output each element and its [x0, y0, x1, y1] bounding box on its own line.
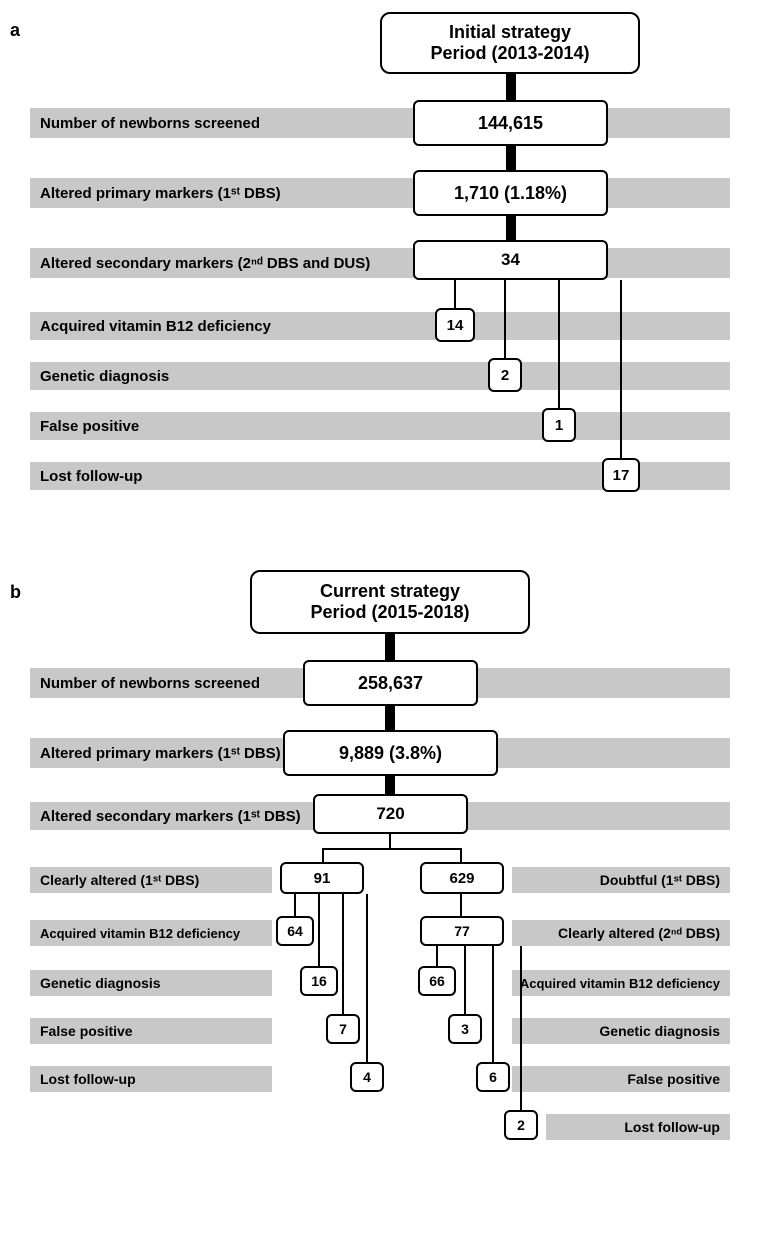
conn-b4l	[322, 848, 324, 862]
cr3	[492, 946, 494, 1064]
val-b-lost-r: 2	[504, 1110, 538, 1140]
cl4	[366, 894, 368, 1064]
conn-b2	[385, 706, 395, 732]
conn-a4c	[558, 280, 560, 410]
cl3	[342, 894, 344, 1016]
conn-a2	[506, 146, 516, 172]
band-a-screened: Number of newborns screened	[30, 108, 730, 138]
cr2	[464, 946, 466, 1016]
val-a-secondary: 34	[413, 240, 608, 280]
conn-a4d	[620, 280, 622, 460]
val-b-clearly-l: 91	[280, 862, 364, 894]
band-b-genetic-r: Genetic diagnosis	[512, 1018, 730, 1044]
val-b-b12-l: 64	[276, 916, 314, 946]
band-b-falsepos-l: False positive	[30, 1018, 272, 1044]
band-b-falsepos-r: False positive	[512, 1066, 730, 1092]
panel-a-title2: Period (2013-2014)	[430, 43, 589, 64]
band-a-primary: Altered primary markers (1ˢᵗ DBS)	[30, 178, 730, 208]
panel-b-label: b	[10, 582, 21, 603]
conn-b3	[385, 776, 395, 796]
val-a-primary: 1,710 (1.18%)	[413, 170, 608, 216]
val-a-genetic: 2	[488, 358, 522, 392]
band-a-falsepos: False positive	[30, 412, 730, 440]
val-a-lost: 17	[602, 458, 640, 492]
val-b-falsepos-r: 6	[476, 1062, 510, 1092]
panel-b: b Current strategy Period (2015-2018) Nu…	[0, 560, 760, 1242]
conn-a4b	[504, 280, 506, 360]
band-b-b12-l: Acquired vitamin B12 deficiency	[30, 920, 272, 946]
conn-a1	[506, 74, 516, 102]
cl2	[318, 894, 320, 968]
band-b-clearly2: Clearly altered (2ⁿᵈ DBS)	[512, 920, 730, 946]
conn-b4r	[460, 848, 462, 862]
band-b-genetic-l: Genetic diagnosis	[30, 970, 272, 996]
band-b-doubtful: Doubtful (1ˢᵗ DBS)	[512, 867, 730, 893]
val-b-screened: 258,637	[303, 660, 478, 706]
panel-b-title1: Current strategy	[320, 581, 460, 602]
panel-a: a Initial strategy Period (2013-2014) Nu…	[0, 0, 760, 600]
val-b-doubtful: 629	[420, 862, 504, 894]
val-b-falsepos-l: 7	[326, 1014, 360, 1044]
cr4	[520, 946, 522, 1112]
val-b-b12-r: 66	[418, 966, 456, 996]
conn-a4a	[454, 280, 456, 310]
val-b-clearly2: 77	[420, 916, 504, 946]
conn-b1	[385, 634, 395, 662]
val-b-genetic-l: 16	[300, 966, 338, 996]
band-b-lost-r: Lost follow-up	[546, 1114, 730, 1140]
band-b-b12-r: Acquired vitamin B12 deficiency	[512, 970, 730, 996]
val-b-genetic-r: 3	[448, 1014, 482, 1044]
val-a-screened: 144,615	[413, 100, 608, 146]
panel-b-title-box: Current strategy Period (2015-2018)	[250, 570, 530, 634]
cr1	[436, 946, 438, 968]
val-a-b12: 14	[435, 308, 475, 342]
band-b-clearly-l: Clearly altered (1ˢᵗ DBS)	[30, 867, 272, 893]
band-a-secondary: Altered secondary markers (2ⁿᵈ DBS and D…	[30, 248, 730, 278]
val-b-primary: 9,889 (3.8%)	[283, 730, 498, 776]
band-a-b12: Acquired vitamin B12 deficiency	[30, 312, 730, 340]
panel-a-title1: Initial strategy	[449, 22, 571, 43]
conn-b4v	[389, 834, 391, 848]
panel-a-title-box: Initial strategy Period (2013-2014)	[380, 12, 640, 74]
conn-b4h	[322, 848, 462, 850]
val-b-lost-l: 4	[350, 1062, 384, 1092]
conn-a3	[506, 216, 516, 242]
band-b-lost-l: Lost follow-up	[30, 1066, 272, 1092]
val-b-secondary: 720	[313, 794, 468, 834]
band-a-genetic: Genetic diagnosis	[30, 362, 730, 390]
cr0	[460, 894, 462, 916]
val-a-falsepos: 1	[542, 408, 576, 442]
panel-b-title2: Period (2015-2018)	[310, 602, 469, 623]
panel-a-label: a	[10, 20, 20, 41]
